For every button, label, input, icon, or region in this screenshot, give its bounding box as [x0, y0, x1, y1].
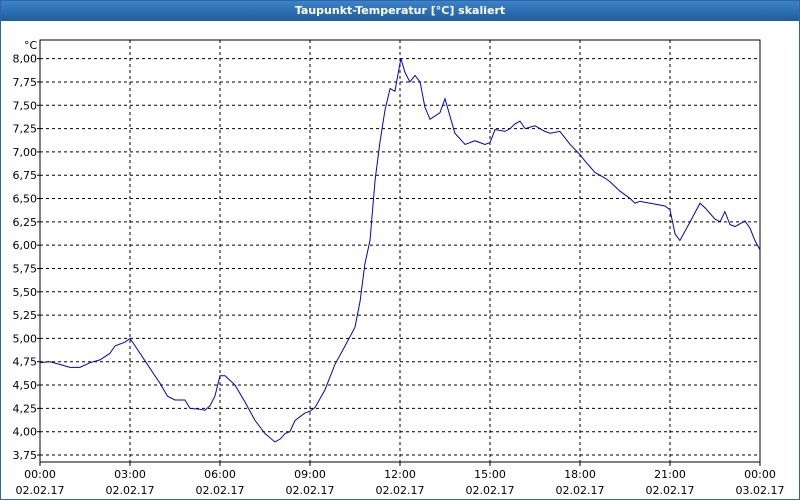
- x-tick-label: 03:00: [114, 468, 146, 481]
- x-tick-label: 18:00: [564, 468, 596, 481]
- x-tick-label: 09:00: [294, 468, 326, 481]
- x-tick-date: 02.02.17: [106, 484, 155, 497]
- chart: °C 3,75 4,00 4,25 4,50 4,75 5,00 5,25 5,50 5,75 6…: [13, 39, 785, 497]
- x-tick-label: 00:00: [744, 468, 776, 481]
- title-bar: Taupunkt-Temperatur [°C] skaliert: [1, 1, 799, 21]
- y-tick-label: 6,50: [13, 193, 38, 206]
- x-tick-date: 02.02.17: [16, 484, 65, 497]
- y-tick-label: 6,75: [13, 169, 38, 182]
- x-tick-date: 02.02.17: [196, 484, 245, 497]
- y-tick-label: 7,00: [13, 146, 38, 159]
- x-tick-date: 02.02.17: [556, 484, 605, 497]
- x-tick-label: 15:00: [474, 468, 506, 481]
- y-tick-label: 7,75: [13, 76, 38, 89]
- x-tick-label: 06:00: [204, 468, 236, 481]
- y-tick-label: 3,75: [13, 449, 38, 462]
- y-tick-label: 6,00: [13, 239, 38, 252]
- y-tick-label: 8,00: [13, 53, 38, 66]
- x-tick-label: 21:00: [654, 468, 686, 481]
- y-tick-label: 6,25: [13, 216, 38, 229]
- y-tick-label: 4,50: [13, 379, 38, 392]
- y-tick-label: 4,00: [13, 426, 38, 439]
- line: [39, 58, 761, 443]
- y-tick-label: 7,50: [13, 99, 38, 112]
- y-tick-label: 7,25: [13, 123, 38, 136]
- y-tick-label: 5,25: [13, 309, 38, 322]
- y-tick-label: 5,75: [13, 262, 38, 275]
- x-tick-date: 02.02.17: [466, 484, 515, 497]
- x-tick-label: 00:00: [24, 468, 56, 481]
- y-unit: °C: [24, 39, 38, 52]
- y-tick-label: 4,25: [13, 402, 38, 415]
- y-tick-label: 4,75: [13, 356, 38, 369]
- y-tick-label: 5,00: [13, 332, 38, 345]
- x-tick-label: 12:00: [384, 468, 416, 481]
- x-tick-date: 02.02.17: [646, 484, 695, 497]
- x-tick-date: 02.02.17: [286, 484, 335, 497]
- x-tick-date: 03.02.17: [736, 484, 785, 497]
- x-tick-date: 02.02.17: [376, 484, 425, 497]
- y-tick-label: 5,50: [13, 286, 38, 299]
